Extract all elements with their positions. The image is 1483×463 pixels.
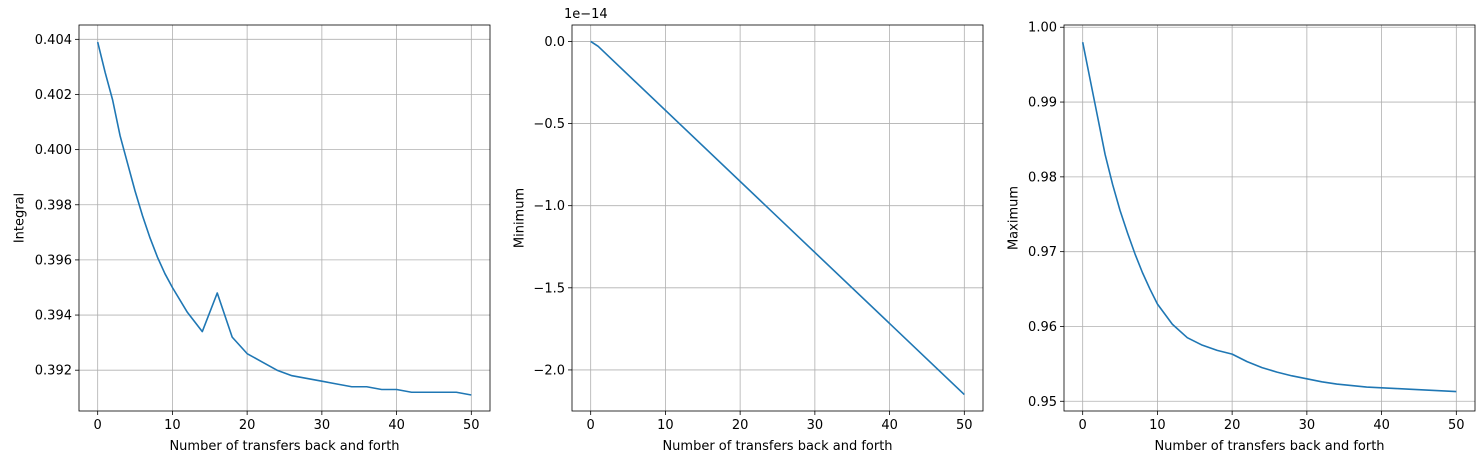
y-axis-label: Integral <box>13 193 28 243</box>
y-tick-label: 0.392 <box>35 364 72 379</box>
series-line <box>590 40 965 396</box>
subplot-2: 0 10 20 30 40 50 −2.0 −1.5 −1.0 −0.5 0.0 Number of … <box>513 7 984 454</box>
x-tick-label: 10 <box>657 418 674 433</box>
x-axis-label: Number of transfers back and forth <box>169 439 399 454</box>
y-tick-label: 0.98 <box>1028 170 1057 185</box>
x-tick-label: 10 <box>164 418 181 433</box>
x-tick-label: 0 <box>1079 418 1087 433</box>
axes-frame <box>1063 24 1476 412</box>
subplot-3: 0 10 20 30 40 50 0.95 0.96 0.97 0.98 0.99 1.00 Numbe… <box>1007 21 1476 454</box>
axes-frame <box>571 24 984 412</box>
x-tick-label: 20 <box>732 418 749 433</box>
x-tick-label: 0 <box>587 418 595 433</box>
y-axis-label: Maximum <box>1007 186 1022 250</box>
y-tick-label: 0.97 <box>1028 245 1057 260</box>
x-tick-label: 40 <box>1373 418 1390 433</box>
x-tick-label: 40 <box>388 418 405 433</box>
x-axis-label: Number of transfers back and forth <box>662 439 892 454</box>
subplot-1: 0 10 20 30 40 50 0.392 0.394 0.396 0.398 0.400 0.40… <box>13 24 491 454</box>
axes-frame <box>78 24 491 412</box>
x-tick-label: 50 <box>956 418 973 433</box>
y-tick-label: 0.99 <box>1028 96 1057 111</box>
y-tick-label: 0.96 <box>1028 320 1057 335</box>
x-tick-label: 30 <box>807 418 824 433</box>
y-tick-label: −1.5 <box>533 281 565 296</box>
offset-label: 1e−14 <box>564 7 608 22</box>
x-tick-label: 10 <box>1149 418 1166 433</box>
x-tick-label: 20 <box>1224 418 1241 433</box>
y-tick-label: −1.0 <box>533 199 565 214</box>
y-tick-label: −2.0 <box>533 363 565 378</box>
x-axis-label: Number of transfers back and forth <box>1154 439 1384 454</box>
x-tick-label: 30 <box>1299 418 1316 433</box>
y-tick-label: 1.00 <box>1028 21 1057 36</box>
y-tick-label: 0.0 <box>544 35 565 50</box>
x-tick-label: 50 <box>1448 418 1465 433</box>
y-tick-label: −0.5 <box>533 117 565 132</box>
series-line <box>1081 42 1457 393</box>
x-tick-label: 50 <box>463 418 480 433</box>
x-tick-label: 20 <box>239 418 256 433</box>
y-tick-label: 0.404 <box>35 33 72 48</box>
y-tick-label: 0.95 <box>1028 395 1057 410</box>
y-axis-label: Minimum <box>513 188 528 248</box>
x-tick-label: 40 <box>881 418 898 433</box>
y-tick-label: 0.400 <box>35 143 72 158</box>
y-tick-label: 0.398 <box>35 198 72 213</box>
x-tick-label: 0 <box>94 418 102 433</box>
y-tick-label: 0.394 <box>35 309 72 324</box>
series-line <box>96 41 472 396</box>
y-tick-label: 0.396 <box>35 253 72 268</box>
x-tick-label: 30 <box>314 418 331 433</box>
y-tick-label: 0.402 <box>35 88 72 103</box>
